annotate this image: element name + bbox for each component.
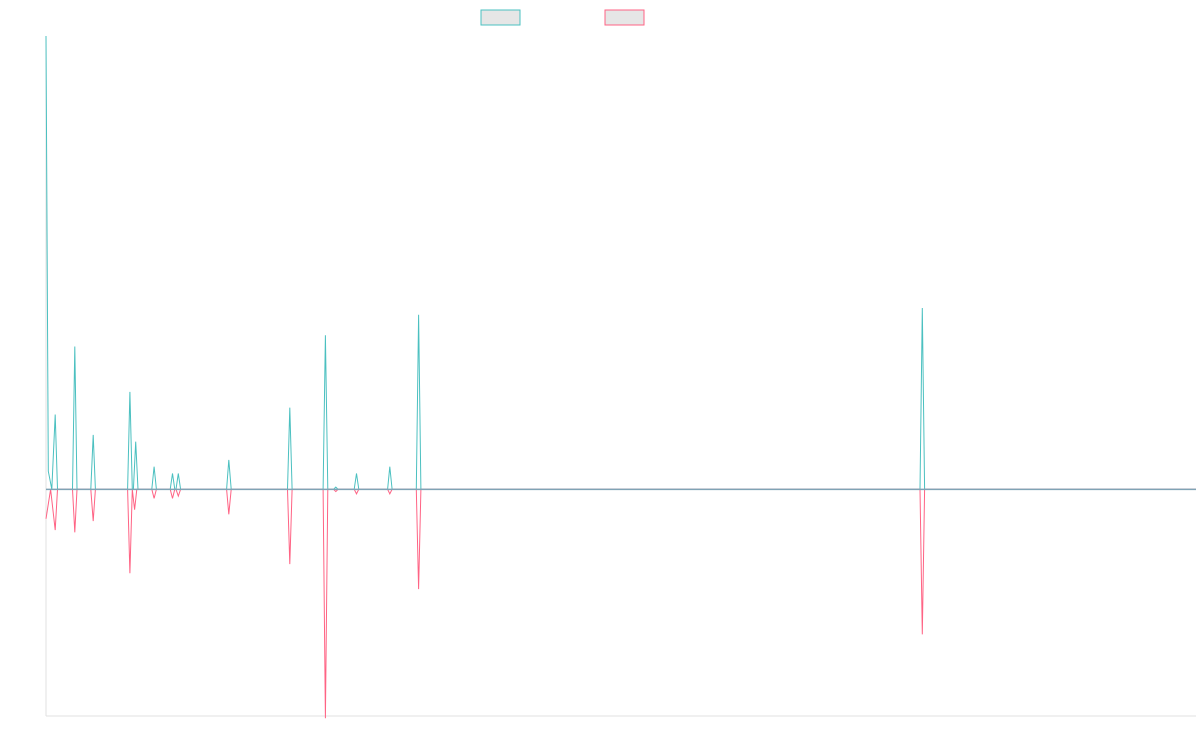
legend-swatch-2[interactable]: [604, 9, 645, 26]
axes: [45, 36, 1196, 717]
legend-swatch-1[interactable]: [480, 9, 521, 26]
series-line-1: [45, 35, 1196, 490]
series-line-2: [45, 488, 1196, 719]
legend[interactable]: [480, 9, 645, 26]
series-group: [45, 35, 1196, 719]
